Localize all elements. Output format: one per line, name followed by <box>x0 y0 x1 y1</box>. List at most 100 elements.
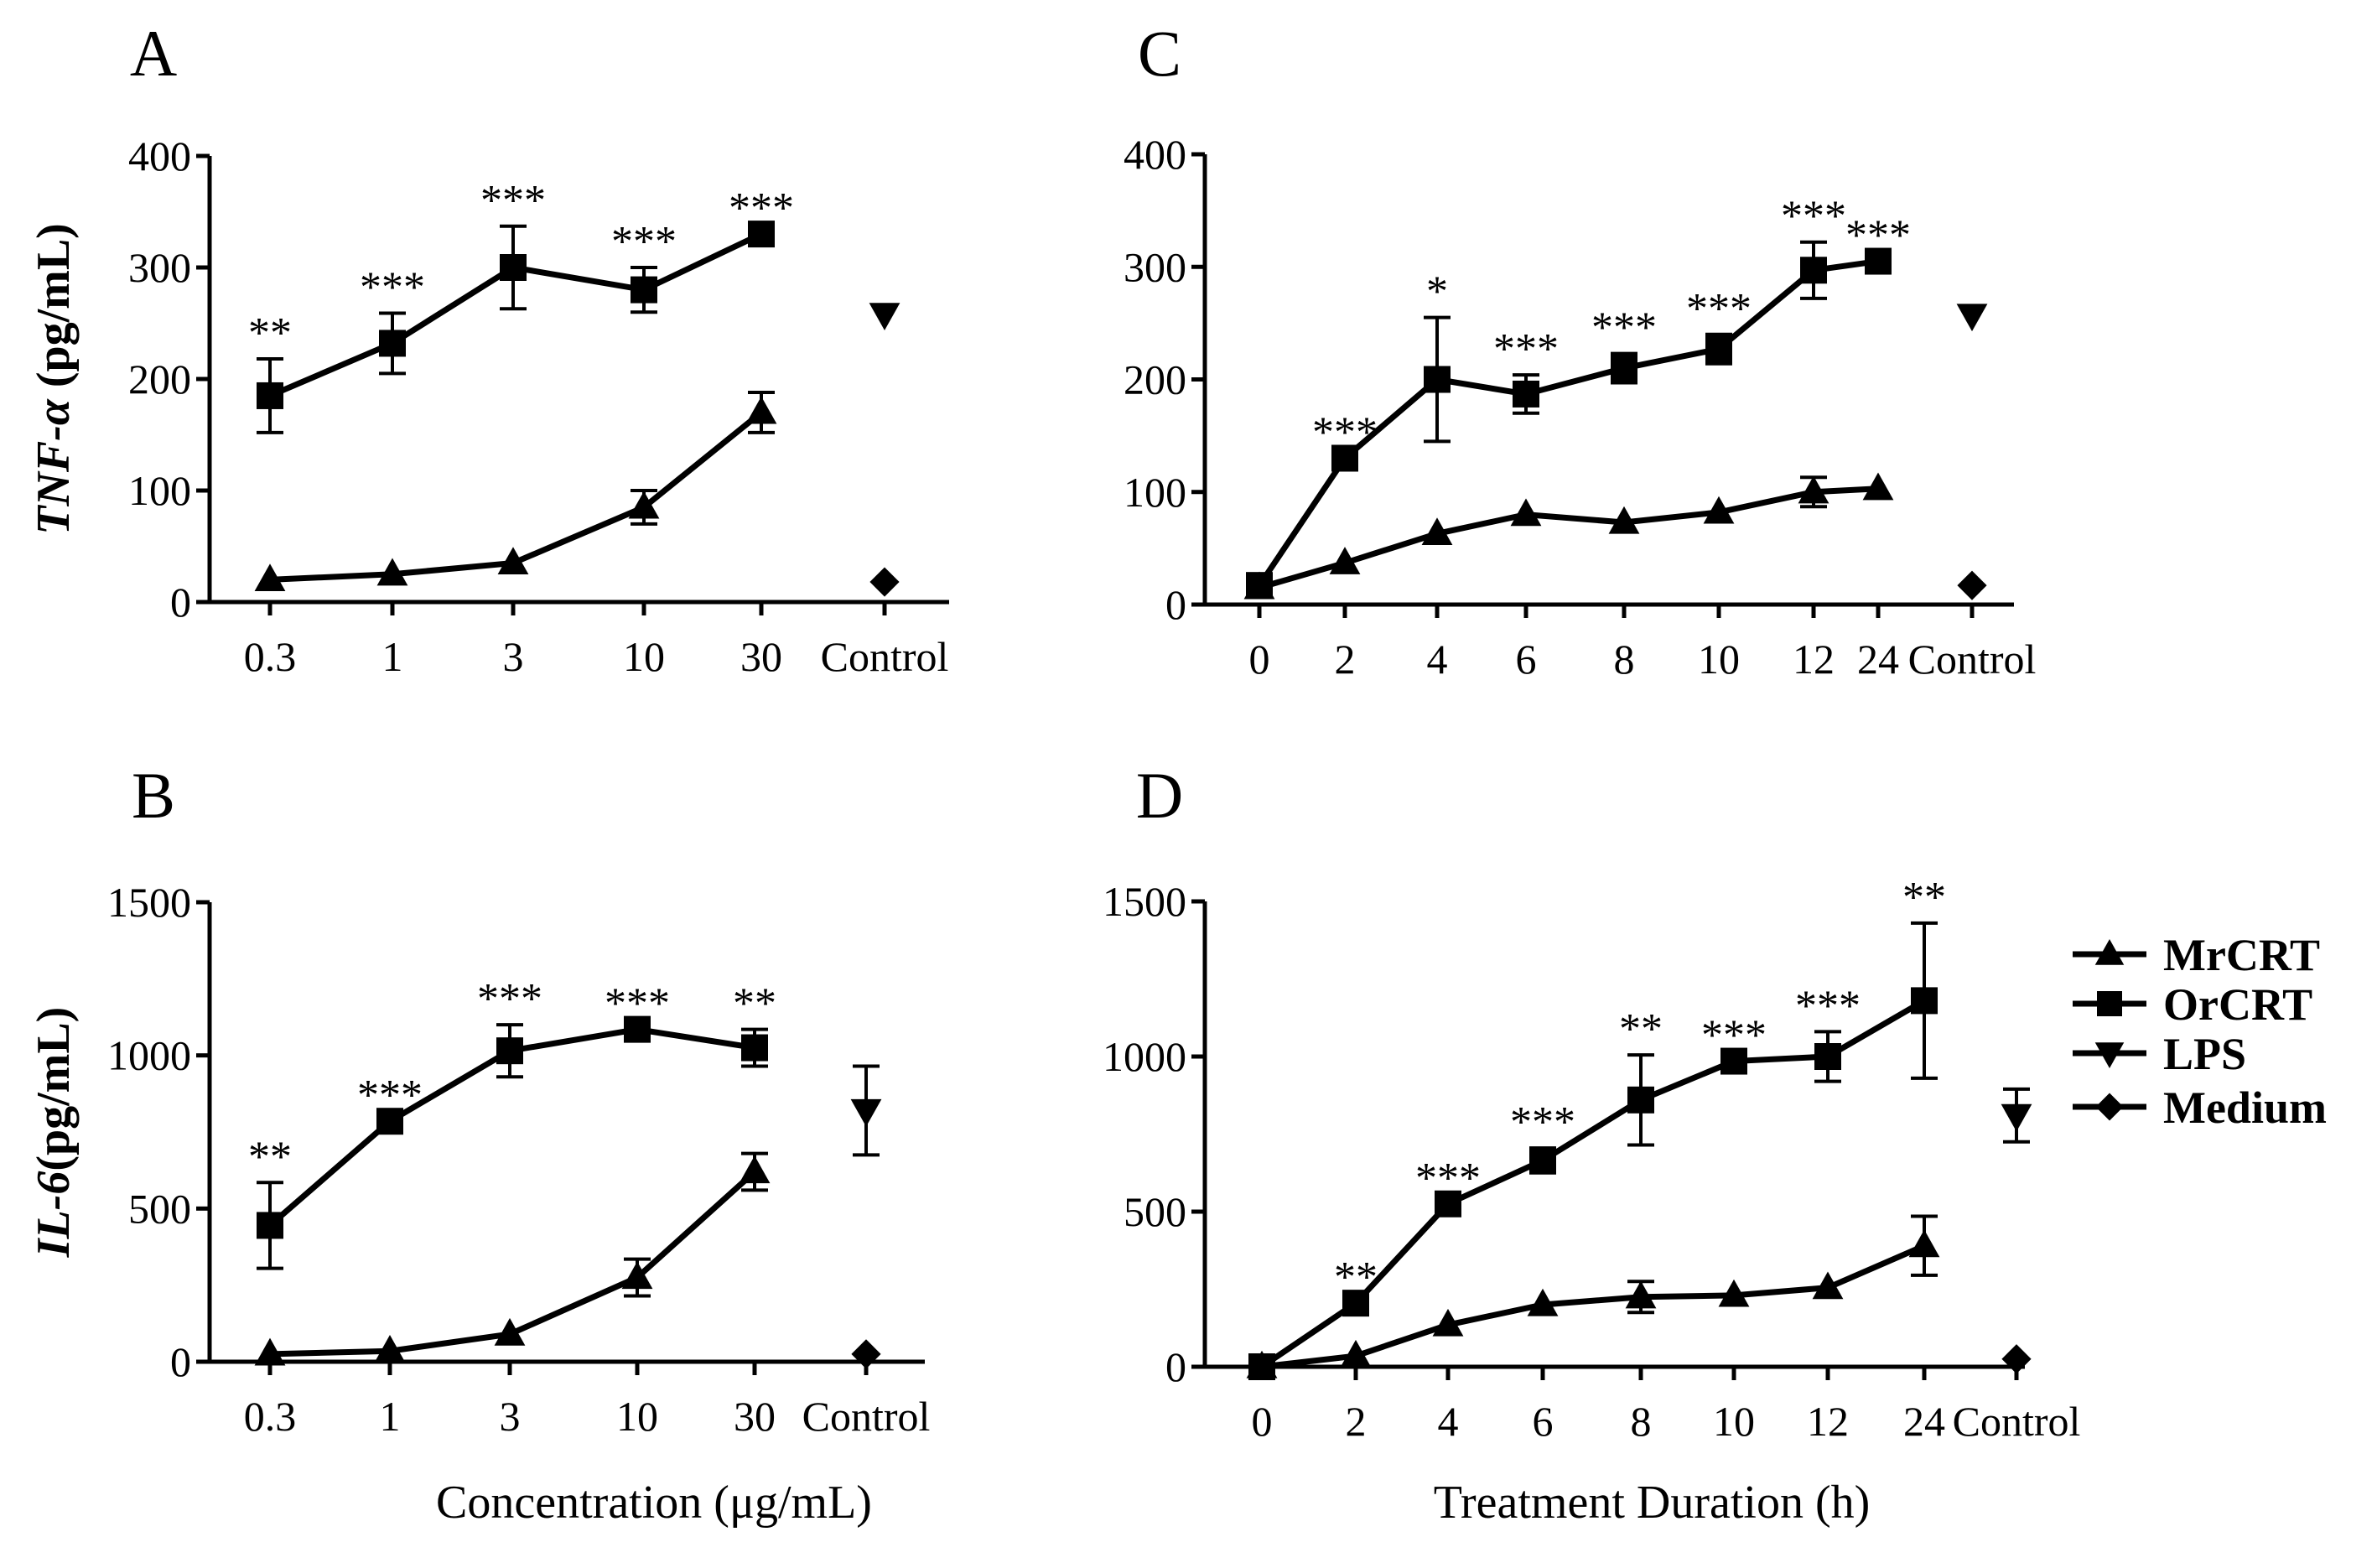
significance-marker: ** <box>733 980 776 1028</box>
y-tick-label: 0 <box>170 1338 191 1385</box>
point-mrcrt <box>254 1337 286 1366</box>
y-tick-label: 1500 <box>1103 878 1186 925</box>
point-orcrt <box>624 1015 651 1043</box>
point-orcrt <box>1342 1290 1369 1317</box>
x-tick-label: 0.3 <box>244 633 297 680</box>
y-tick-label: 100 <box>1124 469 1186 516</box>
point-mrcrt <box>1432 1308 1464 1337</box>
point-orcrt <box>1911 987 1938 1015</box>
x-tick-label: Control <box>1908 636 2037 683</box>
y-tick-label: 400 <box>1124 131 1186 178</box>
significance-marker: ** <box>248 309 292 357</box>
point-orcrt <box>1865 247 1892 275</box>
x-tick-label: 10 <box>1698 636 1740 683</box>
point-orcrt <box>748 221 775 248</box>
y-tick-label: 1000 <box>1103 1033 1186 1080</box>
point-orcrt <box>376 1108 403 1135</box>
x-tick-label: 2 <box>1335 636 1356 683</box>
significance-marker: *** <box>611 218 677 266</box>
legend-label: OrCRT <box>2163 979 2312 1030</box>
series-line-mrcrt <box>1261 1243 1926 1370</box>
x-tick-label: 24 <box>1903 1398 1945 1445</box>
y-tick-label: 1000 <box>107 1032 191 1079</box>
significance-marker: *** <box>1795 982 1861 1030</box>
point-mrcrt <box>1718 1279 1750 1307</box>
point-orcrt <box>257 382 283 409</box>
point-orcrt <box>1424 366 1451 393</box>
x-tick-label: 2 <box>1346 1398 1367 1445</box>
x-tick-label: Control <box>821 633 949 680</box>
point-lps <box>869 303 900 331</box>
point-mrcrt <box>1340 1339 1372 1368</box>
point-orcrt <box>1814 1043 1841 1070</box>
point-medium <box>2001 1344 2032 1374</box>
point-mrcrt <box>1510 498 1542 527</box>
legend-marker <box>2097 991 2122 1016</box>
significance-marker: *** <box>1493 325 1559 373</box>
point-mrcrt <box>1421 517 1453 546</box>
x-tick-label: 12 <box>1807 1398 1849 1445</box>
series-line-orcrt <box>1257 258 1879 588</box>
point-mrcrt <box>494 1317 526 1346</box>
panel-letter: D <box>1136 759 1183 832</box>
significance-marker: *** <box>1686 285 1752 333</box>
legend-marker <box>2094 1042 2125 1068</box>
point-medium <box>1957 570 1987 600</box>
x-tick-label: 10 <box>1713 1398 1755 1445</box>
x-tick-label: 0 <box>1252 1398 1273 1445</box>
series-line-mrcrt <box>1259 485 1879 591</box>
significance-marker: ** <box>1334 1254 1378 1301</box>
point-mrcrt <box>1329 547 1361 574</box>
y-tick-label: 0 <box>1165 581 1186 628</box>
point-orcrt <box>496 1037 523 1065</box>
point-mrcrt <box>621 1261 653 1290</box>
y-tick-label: 200 <box>1124 356 1186 403</box>
point-mrcrt <box>1862 472 1894 501</box>
point-lps <box>1956 304 1988 332</box>
point-mrcrt <box>739 1155 771 1184</box>
x-tick-label: 3 <box>503 633 524 680</box>
point-orcrt <box>1529 1146 1556 1174</box>
point-orcrt <box>1435 1190 1461 1218</box>
legend-marker <box>2095 1093 2124 1121</box>
point-orcrt <box>741 1034 768 1062</box>
x-axis-label: Treatment Duration (h) <box>1434 1477 1871 1529</box>
point-mrcrt <box>376 558 408 586</box>
x-tick-label: 30 <box>740 633 782 680</box>
y-axis-label-units: (pg/mL) <box>28 223 80 399</box>
significance-marker: * <box>1426 268 1448 316</box>
panel-letter: C <box>1138 17 1181 90</box>
point-orcrt <box>1800 257 1827 284</box>
x-tick-label: 1 <box>382 633 403 680</box>
y-axis-label: IL-6(pg/mL) <box>28 1007 80 1259</box>
point-orcrt <box>1331 444 1358 472</box>
y-axis-label-italic: IL-6 <box>28 1171 80 1259</box>
series-line-orcrt <box>1260 998 1926 1369</box>
point-mrcrt <box>1908 1229 1940 1258</box>
legend-label: MrCRT <box>2163 930 2320 980</box>
significance-marker: *** <box>357 1072 423 1119</box>
significance-marker: *** <box>1415 1155 1481 1202</box>
x-tick-label: 6 <box>1533 1398 1554 1445</box>
y-tick-label: 300 <box>128 244 191 291</box>
x-tick-label: 0 <box>1249 636 1270 683</box>
y-tick-label: 0 <box>1165 1343 1186 1390</box>
point-orcrt <box>1720 1047 1747 1075</box>
panel-a: A 0 100 200 300 400 0.3 1 3 10 30 Control TNF-α (pg/… <box>28 17 949 680</box>
y-tick-label: 1500 <box>107 879 191 926</box>
y-tick-label: 200 <box>128 356 191 402</box>
significance-marker: *** <box>1510 1098 1575 1146</box>
panel-letter: B <box>132 759 175 832</box>
point-mrcrt <box>374 1335 406 1363</box>
x-tick-label: 8 <box>1631 1398 1652 1445</box>
y-tick-label: 500 <box>128 1185 191 1232</box>
x-tick-label: 8 <box>1614 636 1635 683</box>
significance-marker: *** <box>729 184 794 232</box>
point-mrcrt <box>1703 496 1735 524</box>
significance-marker: ** <box>1619 1005 1663 1053</box>
point-mrcrt <box>628 491 660 519</box>
point-mrcrt <box>497 547 529 575</box>
point-orcrt <box>1627 1086 1654 1114</box>
y-tick-label: 500 <box>1124 1188 1186 1235</box>
